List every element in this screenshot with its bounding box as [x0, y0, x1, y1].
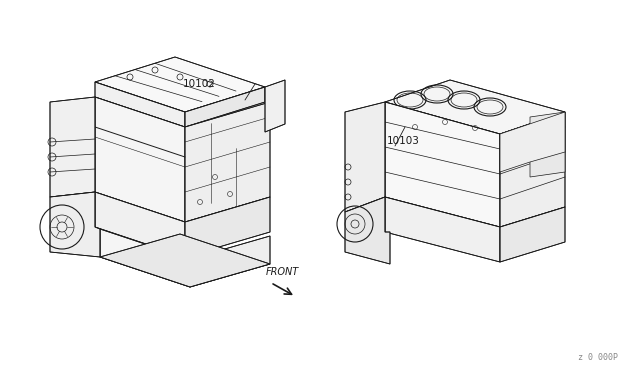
Polygon shape: [100, 229, 190, 287]
Text: z 0 000P: z 0 000P: [578, 353, 618, 362]
Polygon shape: [185, 87, 265, 127]
Polygon shape: [95, 97, 185, 222]
Polygon shape: [500, 112, 565, 227]
Polygon shape: [100, 234, 270, 287]
Polygon shape: [190, 236, 270, 287]
Polygon shape: [385, 80, 565, 134]
Polygon shape: [500, 207, 565, 262]
Polygon shape: [500, 112, 565, 172]
Polygon shape: [345, 197, 390, 264]
Polygon shape: [345, 102, 385, 212]
Polygon shape: [530, 112, 565, 177]
Polygon shape: [50, 97, 95, 197]
Text: 10102: 10102: [182, 79, 215, 89]
Polygon shape: [95, 192, 185, 257]
Polygon shape: [265, 80, 285, 132]
Polygon shape: [385, 102, 500, 227]
Polygon shape: [385, 197, 500, 262]
Text: FRONT: FRONT: [266, 267, 299, 276]
Polygon shape: [185, 102, 270, 222]
Polygon shape: [95, 57, 265, 112]
Text: 10103: 10103: [387, 137, 420, 146]
Polygon shape: [95, 82, 185, 127]
Polygon shape: [185, 197, 270, 257]
Polygon shape: [50, 192, 100, 257]
